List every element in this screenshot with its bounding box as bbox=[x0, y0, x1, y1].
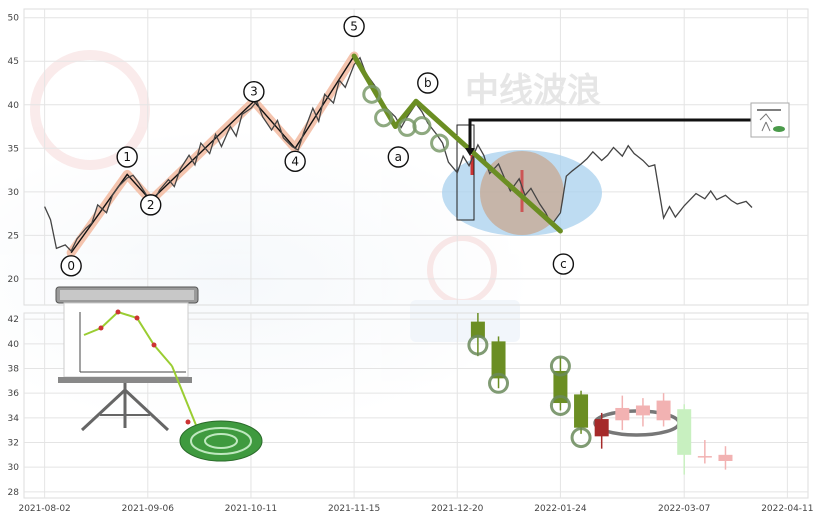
thumbnail-icon bbox=[750, 102, 790, 138]
ring-marker bbox=[549, 395, 571, 416]
x-tick-label: 2022-03-07 bbox=[658, 504, 710, 514]
ring-marker bbox=[362, 84, 382, 104]
candle-body bbox=[718, 454, 733, 461]
candle-body bbox=[677, 409, 692, 455]
signal-pointer-line bbox=[468, 118, 752, 150]
candle-body bbox=[491, 341, 506, 379]
y-tick-label: 42 bbox=[8, 315, 19, 325]
y-tick-label: 34 bbox=[8, 414, 20, 424]
correction-wave-line bbox=[351, 53, 563, 234]
candle-body bbox=[574, 394, 589, 428]
ring-marker bbox=[570, 427, 592, 449]
correction-wave-path bbox=[351, 53, 563, 234]
candle-body bbox=[594, 419, 609, 437]
price-markers bbox=[362, 84, 450, 153]
wave-label-circle bbox=[60, 255, 82, 277]
y-tick-label: 32 bbox=[8, 439, 19, 449]
x-tick-label: 2021-12-20 bbox=[431, 504, 484, 514]
candle-panel-frame bbox=[23, 312, 809, 499]
wave-label-circle bbox=[140, 194, 162, 216]
ring-marker bbox=[488, 372, 510, 394]
wave-label: b bbox=[424, 76, 432, 90]
y-tick-label: 45 bbox=[8, 57, 19, 67]
wave-label: 1 bbox=[123, 150, 131, 164]
signal-pointer-arrow bbox=[465, 148, 475, 156]
y-tick-label: 36 bbox=[8, 389, 20, 399]
date-x-axis: 2021-08-02 2021-09-06 2021-10-11 2021-11-15… bbox=[18, 504, 813, 514]
y-tick-label: 35 bbox=[8, 144, 19, 154]
candle-body bbox=[697, 456, 712, 458]
y-tick-label: 38 bbox=[8, 365, 20, 375]
y-tick-label: 40 bbox=[8, 340, 20, 350]
candlestick-series bbox=[470, 313, 733, 475]
price-panel-frame bbox=[23, 8, 809, 306]
wave-label: c bbox=[560, 257, 567, 271]
wave-label: a bbox=[395, 150, 402, 164]
y-tick-label: 30 bbox=[8, 188, 20, 198]
candle-markers bbox=[467, 334, 592, 449]
x-tick-label: 2021-08-02 bbox=[18, 504, 70, 514]
price-y-axis: 20 25 30 35 40 45 50 bbox=[8, 14, 20, 285]
wave-label-circle bbox=[243, 81, 265, 103]
easel-illustration bbox=[55, 286, 263, 462]
wave-label-circle bbox=[417, 72, 439, 94]
wave-label: 0 bbox=[67, 259, 75, 273]
wave-label: 5 bbox=[350, 19, 358, 33]
ring-marker bbox=[412, 116, 432, 136]
x-tick-label: 2021-09-06 bbox=[122, 504, 175, 514]
wave-label: 4 bbox=[291, 154, 299, 168]
watermark-text: 中线波浪 bbox=[465, 71, 601, 111]
ring-marker bbox=[549, 355, 571, 377]
ring-marker bbox=[374, 108, 394, 128]
x-tick-label: 2022-01-24 bbox=[534, 504, 587, 514]
y-tick-label: 28 bbox=[8, 488, 20, 498]
wave-label-circle bbox=[343, 15, 365, 38]
y-tick-label: 30 bbox=[8, 463, 20, 473]
x-tick-label: 2022-04-11 bbox=[761, 504, 813, 514]
wave-label-circle bbox=[116, 146, 138, 168]
y-tick-label: 40 bbox=[8, 101, 20, 111]
wave-label: 3 bbox=[250, 85, 258, 99]
x-tick-label: 2021-10-11 bbox=[225, 504, 277, 514]
wave-labels: 0 1 2 3 4 5 a b c bbox=[60, 15, 575, 277]
candle-body bbox=[553, 370, 568, 404]
ring-marker bbox=[467, 334, 489, 356]
y-tick-label: 50 bbox=[8, 14, 20, 24]
candle-body bbox=[656, 400, 671, 421]
y-tick-label: 25 bbox=[8, 231, 19, 241]
candle-body bbox=[470, 321, 485, 338]
x-tick-label: 2021-11-15 bbox=[328, 504, 380, 514]
wave-label-circle bbox=[552, 253, 575, 275]
candle-body bbox=[635, 405, 650, 416]
wave-label: 2 bbox=[147, 198, 155, 212]
wave-label-circle bbox=[284, 150, 306, 173]
candle-body bbox=[615, 407, 630, 421]
y-tick-label: 20 bbox=[8, 275, 20, 285]
candle-y-axis: 28 30 32 34 36 38 40 42 bbox=[8, 315, 20, 498]
wave-label-circle bbox=[387, 146, 410, 168]
ring-marker bbox=[430, 133, 450, 153]
